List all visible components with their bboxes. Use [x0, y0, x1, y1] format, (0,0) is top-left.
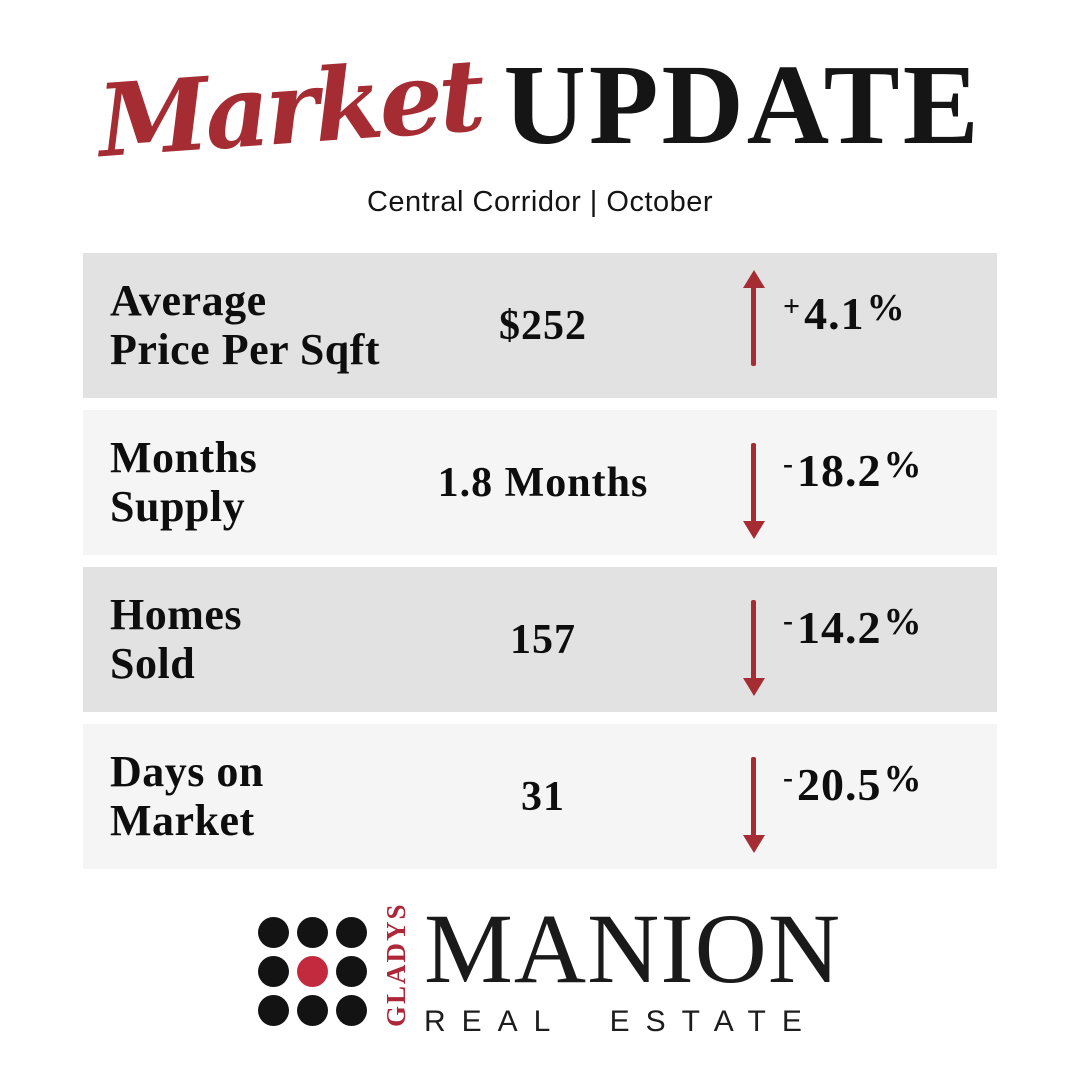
logo-dot	[258, 956, 289, 987]
logo-wordmark: MANION REAL ESTATE	[424, 899, 841, 1039]
stat-change: -14.2%	[783, 600, 923, 653]
title-script-word: Market	[94, 35, 486, 181]
stat-change: -20.5%	[783, 757, 923, 810]
stat-value: 157	[510, 616, 576, 663]
stat-value: $252	[499, 302, 587, 349]
logo-dot-grid-icon	[258, 917, 367, 1026]
trend-down-arrow-icon	[751, 756, 756, 837]
stat-change: +4.1%	[783, 286, 906, 339]
stat-row-days-on-market: Days on Market 31 -20.5%	[83, 724, 997, 869]
logo-name: MANION	[424, 893, 842, 1004]
trend-down-arrow-icon	[751, 442, 756, 523]
logo-dot	[258, 995, 289, 1026]
logo-dot	[336, 956, 367, 987]
logo-dot	[297, 917, 328, 948]
subtitle: Central Corridor | October	[366, 186, 714, 218]
page-title: Market UPDATE	[0, 30, 1080, 183]
stat-label: Average Price Per Sqft	[110, 276, 381, 374]
stat-change: -18.2%	[783, 443, 923, 496]
stat-value: 1.8 Months	[437, 459, 649, 506]
logo-dot	[336, 995, 367, 1026]
stat-label: Months Supply	[110, 433, 258, 531]
trend-up-arrow-icon	[751, 285, 756, 366]
stat-trend: -14.2%	[683, 599, 997, 680]
logo-dot	[258, 917, 289, 948]
stat-row-months-supply: Months Supply 1.8 Months -18.2%	[83, 410, 997, 555]
trend-down-arrow-icon	[751, 599, 756, 680]
stat-value: 31	[521, 773, 565, 820]
stat-label: Homes Sold	[110, 590, 243, 688]
logo-dot	[297, 995, 328, 1026]
stat-trend: +4.1%	[683, 285, 997, 366]
brand-logo: GLADYS MANION REAL ESTATE	[258, 899, 841, 1039]
logo-vertical-text: GLADYS	[381, 902, 411, 1027]
title-main-word: UPDATE	[503, 41, 982, 168]
logo-tagline: REAL ESTATE	[424, 1005, 818, 1038]
stat-trend: -18.2%	[683, 442, 997, 523]
stat-label: Days on Market	[110, 747, 264, 845]
stats-table: Average Price Per Sqft $252 +4.1% Months…	[83, 253, 997, 881]
stat-row-homes-sold: Homes Sold 157 -14.2%	[83, 567, 997, 712]
logo-dot-red	[297, 956, 328, 987]
stat-row-average-price-per-sqft: Average Price Per Sqft $252 +4.1%	[83, 253, 997, 398]
logo-dot	[336, 917, 367, 948]
stat-trend: -20.5%	[683, 756, 997, 837]
